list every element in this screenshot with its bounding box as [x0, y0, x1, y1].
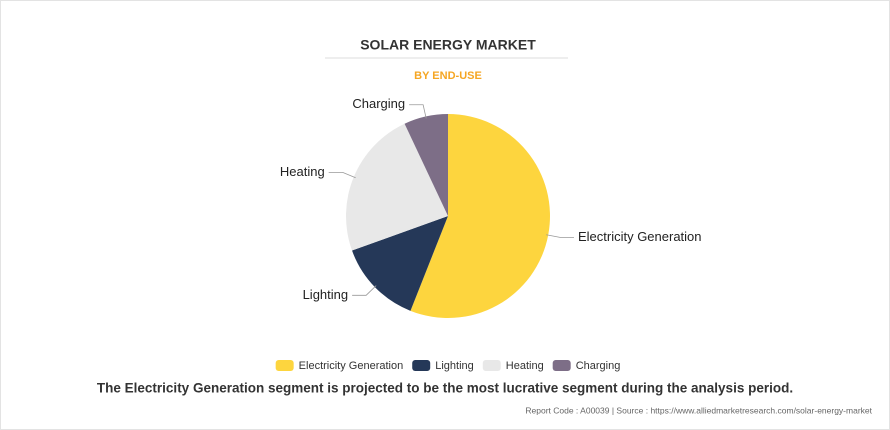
legend-label: Electricity Generation — [299, 360, 404, 372]
slice-label: Electricity Generation — [578, 229, 702, 244]
pie-slice — [410, 114, 550, 318]
legend-swatch — [275, 360, 294, 371]
leader-line — [546, 234, 574, 238]
legend-label: Charging — [576, 360, 621, 372]
leader-line — [409, 104, 427, 119]
pie-slice — [352, 216, 448, 311]
slice-label: Lighting — [303, 287, 349, 302]
pie-slice — [404, 114, 448, 216]
legend-swatch — [482, 360, 501, 371]
slice-label: Heating — [280, 164, 325, 179]
source: Report Code : A00039 | Source : https://… — [525, 405, 872, 415]
caption: The Electricity Generation segment is pr… — [97, 381, 793, 396]
pie-slice — [345, 123, 448, 251]
legend-label: Lighting — [435, 360, 474, 372]
slice-label: Charging — [352, 96, 405, 111]
chart-subtitle: BY END-USE — [414, 70, 482, 82]
chart-title: SOLAR ENERGY MARKET — [360, 37, 536, 53]
leader-line — [352, 285, 377, 296]
legend: Electricity Generation Lighting Heating Cha… — [275, 360, 621, 372]
leader-line — [328, 171, 356, 179]
legend-label: Heating — [506, 360, 544, 372]
legend-swatch — [552, 360, 571, 371]
legend-swatch — [412, 360, 431, 371]
